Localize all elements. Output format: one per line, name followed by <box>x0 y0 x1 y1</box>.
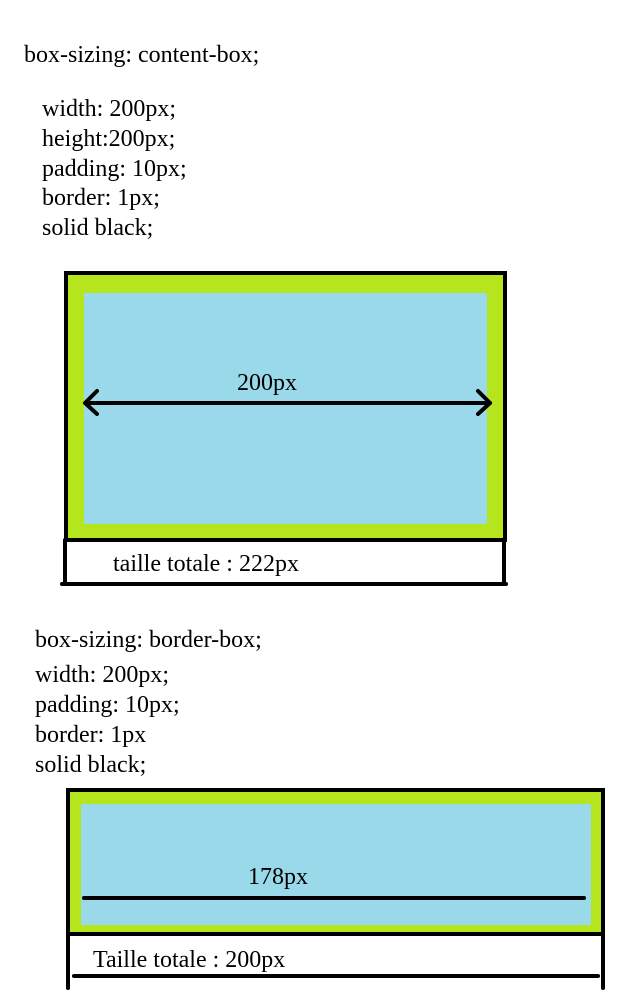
border-box-prop-padding: padding: 10px; <box>35 692 180 718</box>
border-box-content-area <box>81 804 591 925</box>
content-box-diagram <box>60 271 508 586</box>
content-box-heading: box-sizing: content-box; <box>24 42 260 68</box>
border-box-heading: box-sizing: border-box; <box>35 627 262 653</box>
border-box-diagram <box>66 788 605 990</box>
content-box-prop-border-style: solid black; <box>42 215 154 241</box>
border-box-prop-border: border: 1px <box>35 722 147 748</box>
content-box-prop-padding: padding: 10px; <box>42 156 187 182</box>
content-width-arrow <box>83 389 492 416</box>
border-box-total-bracket <box>66 932 605 990</box>
inner-width-label: 178px <box>248 864 308 890</box>
border-box-total-label: Taille totale : 200px <box>93 947 286 973</box>
content-box-prop-border: border: 1px; <box>42 185 160 211</box>
border-box-prop-width: width: 200px; <box>35 662 170 688</box>
content-box-total-bracket <box>60 538 508 586</box>
content-box-content-area <box>84 293 487 524</box>
border-box-prop-border-style: solid black; <box>35 752 147 778</box>
content-box-prop-width: width: 200px; <box>42 96 177 122</box>
content-width-label: 200px <box>237 370 297 396</box>
content-box-prop-height: height:200px; <box>42 126 176 152</box>
content-box-total-label: taille totale : 222px <box>113 551 299 577</box>
